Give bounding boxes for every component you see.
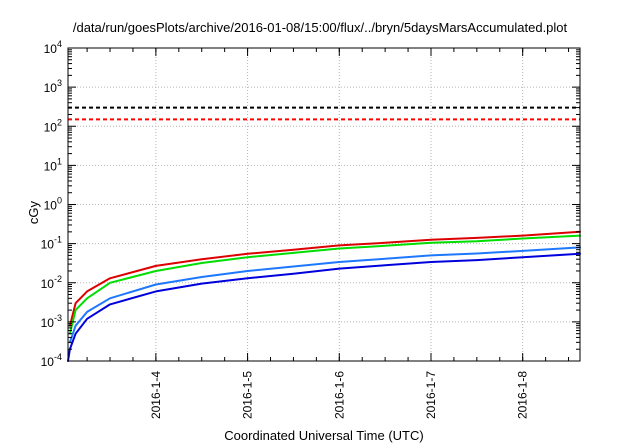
y-tick-label: 103 bbox=[44, 78, 62, 95]
series-layer bbox=[67, 106, 581, 362]
ticks: 10-4 10-3 10-2 10-1 100 101 102 103 104 2016-1-4 2… bbox=[41, 39, 580, 419]
y-tick-label: 101 bbox=[44, 156, 62, 173]
y-tick-label: 100 bbox=[44, 196, 62, 213]
y-tick-label: 10-3 bbox=[41, 313, 62, 330]
x-tick-label: 2016-1-4 bbox=[149, 371, 163, 419]
x-axis-label: Coordinated Universal Time (UTC) bbox=[224, 428, 424, 443]
y-tick-label: 102 bbox=[44, 117, 62, 134]
y-tick-label: 10-1 bbox=[41, 235, 62, 252]
x-tick-label: 2016-1-7 bbox=[424, 371, 438, 419]
y-tick-label: 104 bbox=[44, 39, 62, 56]
x-tick-label: 2016-1-6 bbox=[332, 371, 346, 419]
series-line-2 bbox=[68, 234, 581, 335]
chart-title: /data/run/goesPlots/archive/2016-01-08/1… bbox=[72, 20, 568, 35]
x-tick-label: 2016-1-8 bbox=[516, 371, 530, 419]
series-line-3 bbox=[68, 246, 581, 344]
x-tick-label: 2016-1-5 bbox=[241, 371, 255, 419]
y-tick-label: 10-4 bbox=[41, 352, 62, 369]
plot-frame bbox=[67, 47, 581, 362]
series-line-1 bbox=[68, 230, 581, 327]
y-tick-label: 10-2 bbox=[41, 274, 62, 291]
series-line-4 bbox=[67, 252, 581, 362]
grid bbox=[68, 48, 580, 361]
